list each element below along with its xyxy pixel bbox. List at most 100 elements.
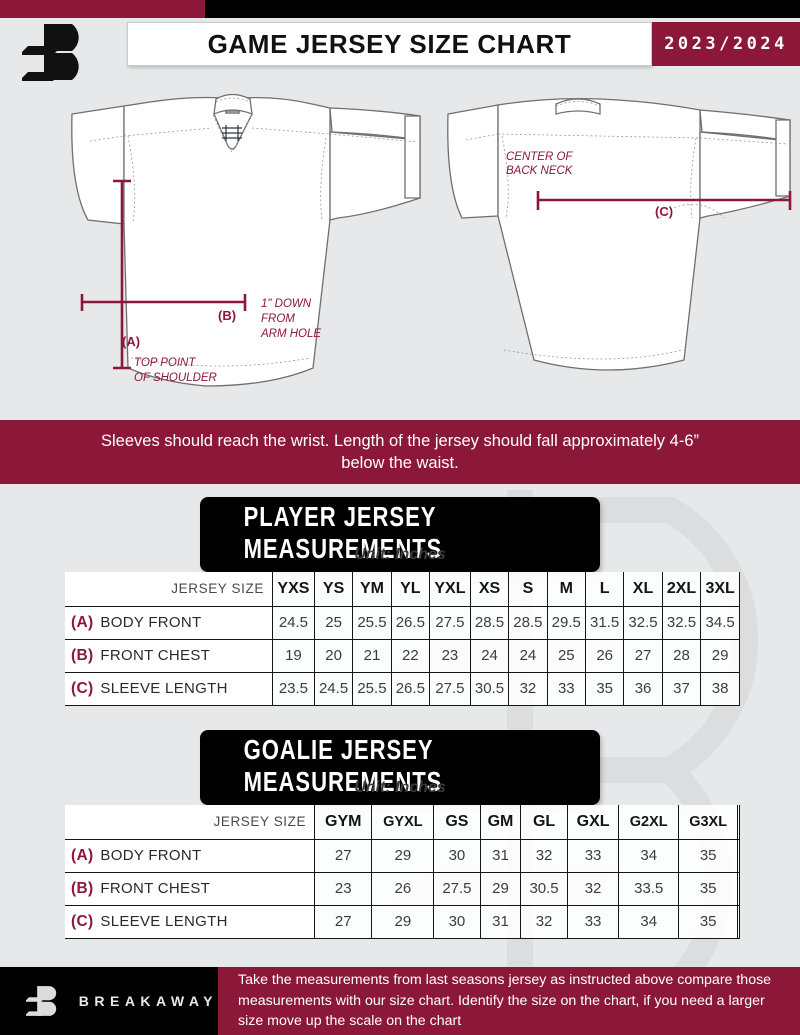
measure-tag: (A) bbox=[71, 613, 94, 631]
player-value: 32.5 bbox=[623, 605, 663, 640]
goalie-value: 34 bbox=[618, 904, 679, 939]
measure-tag: (C) bbox=[71, 679, 94, 697]
goalie-value: 35 bbox=[677, 838, 739, 873]
breakaway-b-logo-icon bbox=[19, 24, 79, 81]
goalie-value: 33 bbox=[566, 904, 620, 939]
jersey-diagrams: (A) TOP POINT OF SHOULDER (B) 1" DOWN FR… bbox=[71, 93, 792, 387]
jersey-lace-detail bbox=[222, 125, 242, 141]
player-measure-label: (C) SLEEVE LENGTH bbox=[65, 671, 273, 706]
measure-tag: (B) bbox=[71, 879, 94, 897]
table-row: (C) SLEEVE LENGTH 27 29 30 31 32 33 34 35 bbox=[65, 904, 740, 939]
player-value: 27.5 bbox=[429, 671, 471, 706]
label-b-line3: ARM HOLE bbox=[260, 328, 321, 340]
table-row: (B) FRONT CHEST 19 20 21 22 23 24 24 25 2… bbox=[65, 638, 740, 673]
footer-logo-block: BREAKAWAY bbox=[0, 967, 218, 1035]
measure-name: BODY FRONT bbox=[100, 613, 202, 631]
season-year: 2023/2024 bbox=[664, 34, 788, 54]
goalie-size-col: GYM bbox=[314, 805, 373, 840]
goalie-measure-label: (C) SLEEVE LENGTH bbox=[65, 904, 316, 939]
goalie-value-empty bbox=[737, 904, 740, 939]
label-c-tag: (C) bbox=[655, 204, 673, 219]
table-header-row: JERSEY SIZE GYM GYXL GS GM GL GXL G2XL G… bbox=[65, 805, 740, 840]
player-value: 26 bbox=[584, 638, 625, 673]
player-table: JERSEY SIZE YXS YS YM YL YXL XS S M L XL… bbox=[65, 572, 740, 706]
label-a-tag: (A) bbox=[122, 334, 140, 349]
front-view-labels: (A) TOP POINT OF SHOULDER (B) 1" DOWN FR… bbox=[122, 298, 321, 384]
back-view-labels: CENTER OF BACK NECK (C) bbox=[506, 151, 673, 219]
player-value: 29.5 bbox=[546, 605, 586, 640]
table-row: (A) BODY FRONT 24.5 25 25.5 26.5 27.5 28.… bbox=[65, 605, 740, 640]
player-value: 25 bbox=[546, 638, 586, 673]
goalie-value: 31 bbox=[479, 838, 522, 873]
player-measurements-table: JERSEY SIZE YXS YS YM YL YXL XS S M L XL… bbox=[65, 572, 740, 706]
measure-tag: (B) bbox=[71, 646, 94, 664]
player-value: 34.5 bbox=[700, 605, 740, 640]
label-c-line1: CENTER OF bbox=[506, 151, 573, 163]
front-measurement-lines bbox=[80, 179, 247, 370]
footer-brand-name: BREAKAWAY bbox=[78, 993, 218, 1009]
goalie-size-col: GYXL bbox=[371, 805, 435, 840]
table-row: (B) FRONT CHEST 23 26 27.5 29 30.5 32 33.… bbox=[65, 871, 740, 906]
goalie-measurements-table: JERSEY SIZE GYM GYXL GS GM GL GXL G2XL G… bbox=[65, 805, 740, 939]
goalie-measure-label: (A) BODY FRONT bbox=[65, 838, 316, 873]
goalie-value-empty bbox=[737, 838, 740, 873]
player-value: 31.5 bbox=[584, 605, 625, 640]
player-value: 23.5 bbox=[271, 671, 315, 706]
player-size-col: M bbox=[546, 572, 586, 607]
goalie-size-col: G2XL bbox=[618, 805, 679, 840]
player-size-col: YS bbox=[313, 572, 354, 607]
label-a-line1: TOP POINT bbox=[134, 357, 196, 369]
player-value: 20 bbox=[313, 638, 354, 673]
season-badge: 2023/2024 bbox=[652, 22, 800, 66]
goalie-value: 31 bbox=[479, 904, 522, 939]
player-value: 25 bbox=[313, 605, 354, 640]
goalie-value: 30.5 bbox=[520, 871, 568, 906]
footer-instructions: Take the measurements from last seasons … bbox=[218, 967, 800, 1035]
measure-name: FRONT CHEST bbox=[100, 879, 211, 897]
player-value: 22 bbox=[390, 638, 431, 673]
player-value: 26.5 bbox=[390, 605, 431, 640]
player-measure-label: (B) FRONT CHEST bbox=[65, 638, 273, 673]
goalie-value: 23 bbox=[314, 871, 373, 906]
player-value: 32 bbox=[508, 671, 548, 706]
player-value: 37 bbox=[661, 671, 702, 706]
goalie-value: 27 bbox=[314, 838, 373, 873]
player-value: 35 bbox=[584, 671, 625, 706]
table-row: (A) BODY FRONT 27 29 30 31 32 33 34 35 bbox=[65, 838, 740, 873]
table-header-row: JERSEY SIZE YXS YS YM YL YXL XS S M L XL… bbox=[65, 572, 740, 607]
table-row: (C) SLEEVE LENGTH 23.5 24.5 25.5 26.5 27.… bbox=[65, 671, 740, 706]
goalie-value: 30 bbox=[433, 838, 481, 873]
page-footer: BREAKAWAY Take the measurements from las… bbox=[0, 967, 800, 1035]
goalie-size-col: GM bbox=[479, 805, 522, 840]
jersey-back-view bbox=[447, 97, 791, 371]
goalie-value: 29 bbox=[371, 838, 435, 873]
goalie-size-col: GL bbox=[520, 805, 568, 840]
player-unit-label: Unit: Inches bbox=[354, 546, 446, 563]
player-size-col: YL bbox=[390, 572, 431, 607]
player-measure-label: (A) BODY FRONT bbox=[65, 605, 273, 640]
header-logo bbox=[19, 20, 118, 82]
jersey-front-view bbox=[71, 93, 421, 387]
goalie-value: 27.5 bbox=[433, 871, 481, 906]
instruction-banner: Sleeves should reach the wrist. Length o… bbox=[0, 420, 800, 484]
player-value: 26.5 bbox=[390, 671, 431, 706]
title-bar: GAME JERSEY SIZE CHART bbox=[127, 22, 652, 66]
player-size-col: XL bbox=[623, 572, 663, 607]
label-b-tag: (B) bbox=[218, 308, 236, 323]
player-value: 28.5 bbox=[469, 605, 510, 640]
goalie-measure-label: (B) FRONT CHEST bbox=[65, 871, 316, 906]
player-value: 23 bbox=[429, 638, 471, 673]
player-size-col: 2XL bbox=[661, 572, 702, 607]
goalie-value: 27 bbox=[314, 904, 373, 939]
goalie-heading-label: GOALIE JERSEY MEASUREMENTS bbox=[243, 735, 443, 798]
goalie-value: 33.5 bbox=[618, 871, 679, 906]
goalie-unit-label: Unit: Inches bbox=[354, 779, 446, 796]
goalie-value: 26 bbox=[371, 871, 435, 906]
goalie-value: 32 bbox=[520, 904, 568, 939]
player-value: 32.5 bbox=[661, 605, 702, 640]
goalie-value: 35 bbox=[677, 871, 739, 906]
player-value: 28 bbox=[661, 638, 702, 673]
instruction-text: Sleeves should reach the wrist. Length o… bbox=[101, 431, 699, 472]
player-size-col: L bbox=[584, 572, 625, 607]
